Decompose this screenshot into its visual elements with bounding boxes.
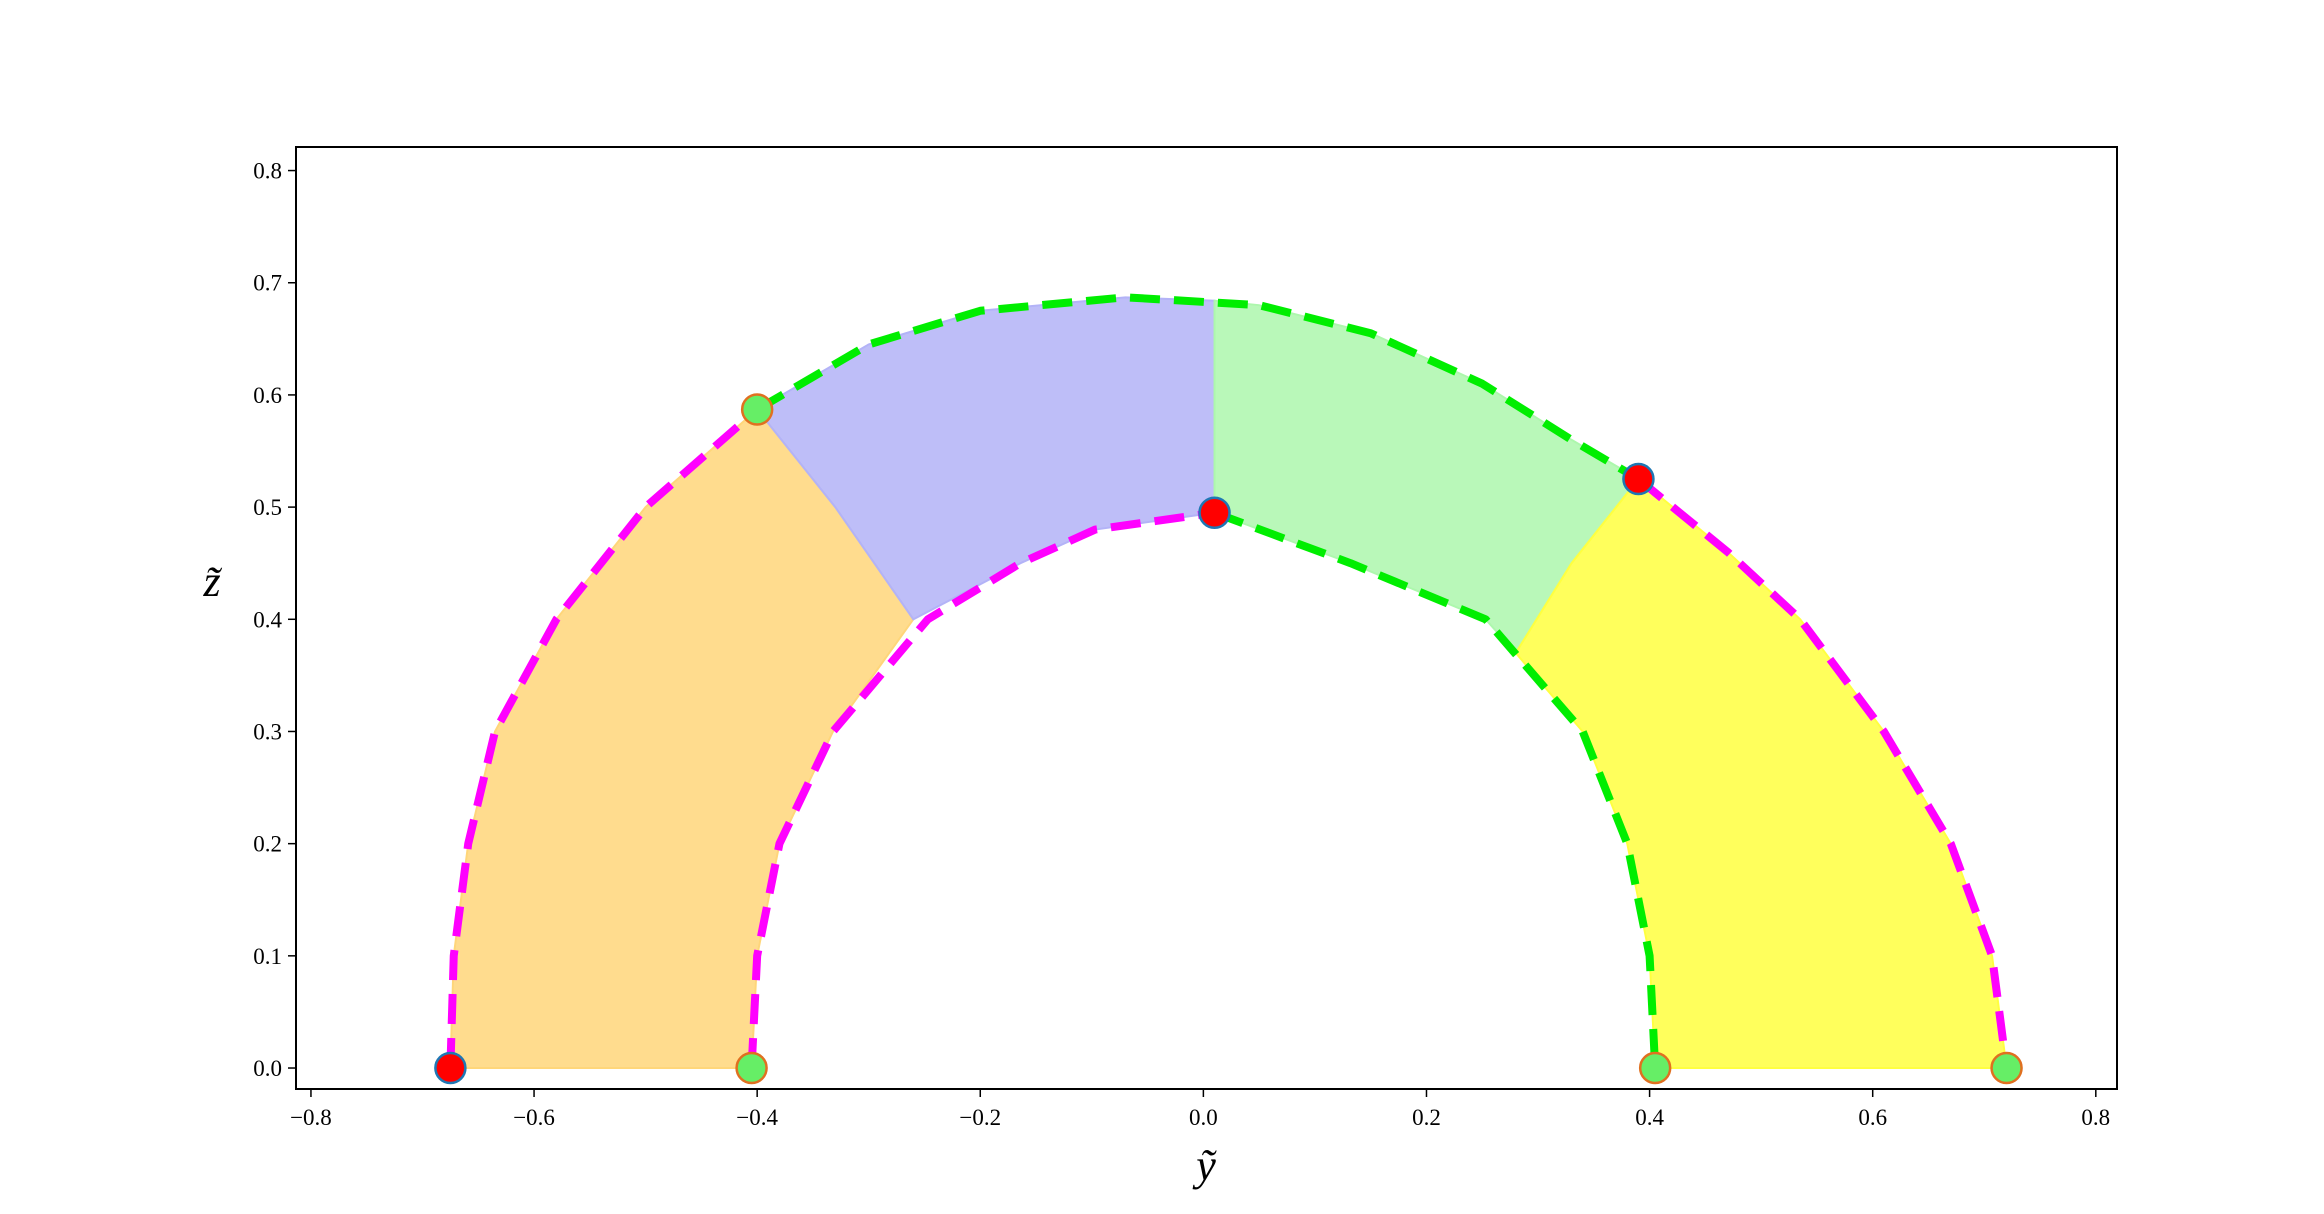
y-tick-label: 0.6 [253,383,282,408]
boundary-curve [1635,475,2011,1069]
boundary-curve [747,508,1216,1069]
y-tick-label: 0.0 [253,1056,282,1081]
y-tick-label: 0.4 [253,607,282,632]
plot-area [434,293,2023,1085]
x-tick-label: −0.2 [959,1105,1001,1130]
point [1198,496,1231,529]
x-axis-label: ỹ [1192,1141,1217,1190]
x-tick-label: 0.8 [2081,1105,2110,1130]
region [1514,477,2008,1070]
x-tick-label: 0.0 [1189,1105,1218,1130]
axes-frame [295,146,2118,1090]
x-tick-label: 0.4 [1635,1105,1664,1130]
x-tick-label: 0.2 [1412,1105,1441,1130]
point [1638,1051,1672,1085]
point [735,1051,768,1085]
boundary-curve [1213,508,1660,1069]
x-tick-label: −0.8 [290,1105,332,1130]
x-tick-label: −0.6 [513,1105,555,1130]
y-tick-label: 0.1 [253,944,282,969]
y-axis-label: z̃ [202,557,222,606]
point [434,1051,467,1085]
point [740,393,774,426]
y-tick-label: 0.2 [253,832,282,857]
point [1622,462,1655,496]
x-tick-label: −0.4 [736,1105,778,1130]
y-tick-label: 0.5 [253,495,282,520]
point [1990,1051,2023,1085]
y-tick-label: 0.8 [253,159,282,184]
x-tick-label: 0.6 [1858,1105,1887,1130]
boundary-curve [446,406,760,1069]
y-tick-label: 0.7 [253,271,282,296]
y-tick-label: 0.3 [253,719,282,744]
